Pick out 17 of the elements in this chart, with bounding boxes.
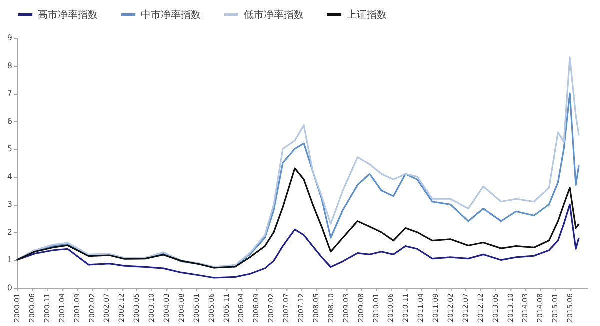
y-tick-label: 1 — [7, 256, 12, 265]
legend-label: 中市净率指数 — [141, 8, 201, 21]
line-series — [16, 204, 580, 279]
legend-label: 高市净率指数 — [38, 8, 98, 21]
legend-label: 低市净率指数 — [244, 8, 304, 21]
line-series — [16, 168, 580, 269]
y-tick-label: 3 — [7, 200, 12, 210]
line-series — [16, 56, 580, 268]
y-tick-label: 6 — [7, 116, 12, 126]
y-tick-label: 8 — [7, 61, 12, 70]
y-tick-label: 2 — [7, 228, 12, 237]
y-tick-label: 9 — [7, 34, 12, 42]
y-tick-label: 5 — [7, 144, 12, 154]
y-tick-label: 4 — [7, 172, 12, 182]
legend-label: 上证指数 — [347, 8, 387, 21]
y-tick-label: 0 — [7, 284, 12, 292]
y-tick-label: 7 — [7, 89, 12, 98]
